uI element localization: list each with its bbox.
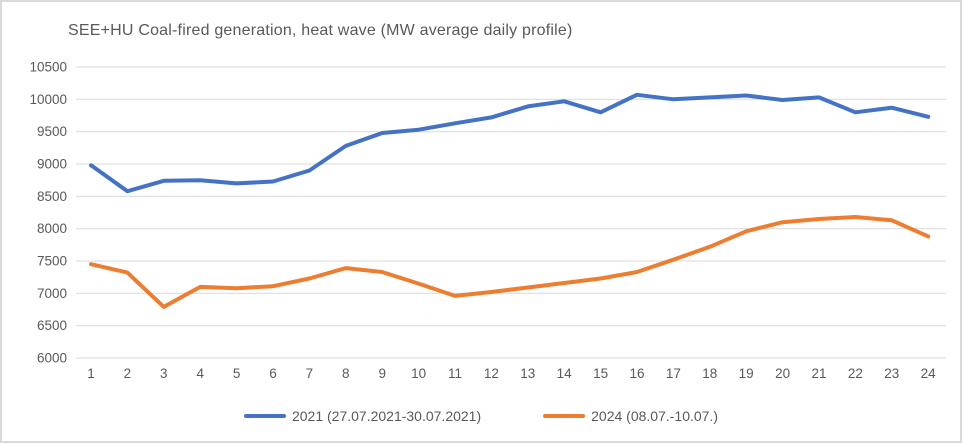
svg-text:13: 13 <box>520 366 535 381</box>
gridlines <box>76 66 946 359</box>
svg-text:8500: 8500 <box>37 189 67 204</box>
svg-text:8: 8 <box>342 366 350 381</box>
svg-text:10: 10 <box>411 366 426 381</box>
x-axis-tick-labels: 1 2 3 4 5 6 7 8 9 10 11 12 13 14 15 16 17 18 19 20 21 22 23 24 <box>87 366 936 381</box>
svg-text:10500: 10500 <box>29 60 67 75</box>
svg-text:18: 18 <box>702 366 717 381</box>
series-lines <box>89 92 931 309</box>
svg-text:20: 20 <box>775 366 790 381</box>
svg-text:6000: 6000 <box>37 351 67 366</box>
legend-line-swatch-2021 <box>243 414 286 418</box>
svg-text:10000: 10000 <box>29 92 67 107</box>
svg-text:6: 6 <box>269 366 277 381</box>
svg-text:5: 5 <box>233 366 241 381</box>
series-line-1 <box>89 215 931 309</box>
svg-text:19: 19 <box>739 366 754 381</box>
svg-text:4: 4 <box>196 366 204 381</box>
svg-text:7500: 7500 <box>37 254 67 269</box>
svg-text:2: 2 <box>124 366 132 381</box>
y-axis-tick-labels: 6000 6500 7000 7500 8000 8500 9000 9500 10000 105… <box>29 60 67 366</box>
legend-label-2024: 2024 (08.07.-10.07.) <box>591 408 719 424</box>
legend-item-2024: 2024 (08.07.-10.07.) <box>543 408 718 424</box>
legend-line-swatch-2024 <box>543 414 586 418</box>
svg-text:9500: 9500 <box>37 124 67 139</box>
svg-text:7: 7 <box>306 366 314 381</box>
legend-label-2021: 2021 (27.07.2021-30.07.2021) <box>291 408 482 424</box>
svg-text:8000: 8000 <box>37 221 67 236</box>
svg-text:23: 23 <box>884 366 899 381</box>
svg-text:9: 9 <box>378 366 386 381</box>
svg-text:17: 17 <box>666 366 681 381</box>
svg-text:14: 14 <box>557 366 573 381</box>
series-line-0 <box>89 92 931 194</box>
chart-title: SEE+HU Coal-fired generation, heat wave … <box>68 22 573 39</box>
svg-text:3: 3 <box>160 366 168 381</box>
svg-text:7000: 7000 <box>37 286 67 301</box>
chart-legend: 2021 (27.07.2021-30.07.2021) 2024 (08.07… <box>2 408 960 424</box>
svg-text:22: 22 <box>848 366 863 381</box>
svg-text:6500: 6500 <box>37 318 67 333</box>
svg-text:11: 11 <box>448 366 462 381</box>
svg-text:24: 24 <box>921 366 937 381</box>
svg-text:16: 16 <box>629 366 644 381</box>
svg-text:21: 21 <box>811 366 826 381</box>
svg-text:12: 12 <box>484 366 499 381</box>
svg-text:15: 15 <box>593 366 608 381</box>
legend-item-2021: 2021 (27.07.2021-30.07.2021) <box>243 408 482 424</box>
svg-text:9000: 9000 <box>37 157 67 172</box>
svg-text:1: 1 <box>87 366 95 381</box>
